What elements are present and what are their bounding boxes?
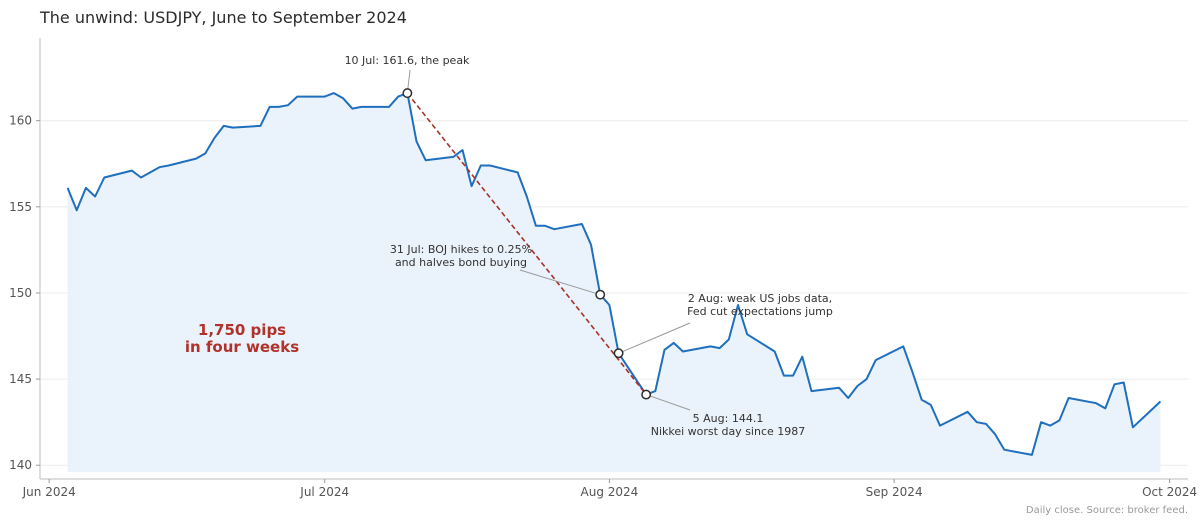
chart-title: The unwind: USDJPY, June to September 20…: [40, 8, 407, 27]
callout-text: 1,750 pips: [198, 321, 286, 339]
callout-text: in four weeks: [185, 338, 299, 356]
annotation-text: Fed cut expectations jump: [687, 305, 833, 318]
annotation-text: 5 Aug: 144.1: [693, 412, 764, 425]
x-tick-label: Oct 2024: [1142, 485, 1197, 499]
x-tick-label: Jul 2024: [299, 485, 349, 499]
x-tick-label: Jun 2024: [22, 485, 76, 499]
y-tick-label: 140: [9, 458, 32, 472]
event-marker: [595, 289, 606, 300]
event-markers: [402, 88, 652, 400]
event-marker: [613, 348, 624, 359]
event-marker: [641, 389, 652, 400]
annotation-text: 2 Aug: weak US jobs data,: [688, 292, 832, 305]
annotation-leader: [519, 269, 601, 296]
x-tick-label: Sep 2024: [866, 485, 923, 499]
y-tick-label: 155: [9, 200, 32, 214]
annotation-text: and halves bond buying: [395, 256, 527, 269]
peak-to-trough-trend-line: [406, 92, 647, 396]
annotation-leader: [645, 394, 691, 411]
annotation-text: Nikkei worst day since 1987: [651, 425, 806, 438]
area-fill: [67, 93, 1161, 473]
axes: [39, 38, 1188, 480]
annotation-leader: [618, 322, 691, 354]
annotation-text: 10 Jul: 161.6, the peak: [345, 54, 470, 67]
x-tick-label: Aug 2024: [581, 485, 639, 499]
y-tick-label: 145: [9, 372, 32, 386]
annotation-text: 31 Jul: BOJ hikes to 0.25%: [390, 243, 532, 256]
y-tick-label: 160: [9, 114, 32, 128]
annotations: 10 Jul: 161.6, the peak 31 Jul: BOJ hikes…: [345, 54, 833, 438]
x-ticks: Jun 2024 Jul 2024 Aug 2024 Sep 2024 Oct 2024: [22, 479, 1197, 499]
y-ticks: 140 145 150 155 160: [9, 114, 40, 472]
usdjpy-series-line: [66, 92, 1162, 456]
y-tick-label: 150: [9, 286, 32, 300]
event-marker: [402, 88, 413, 99]
footnote: Daily close. Source: broker feed.: [1025, 505, 1188, 516]
